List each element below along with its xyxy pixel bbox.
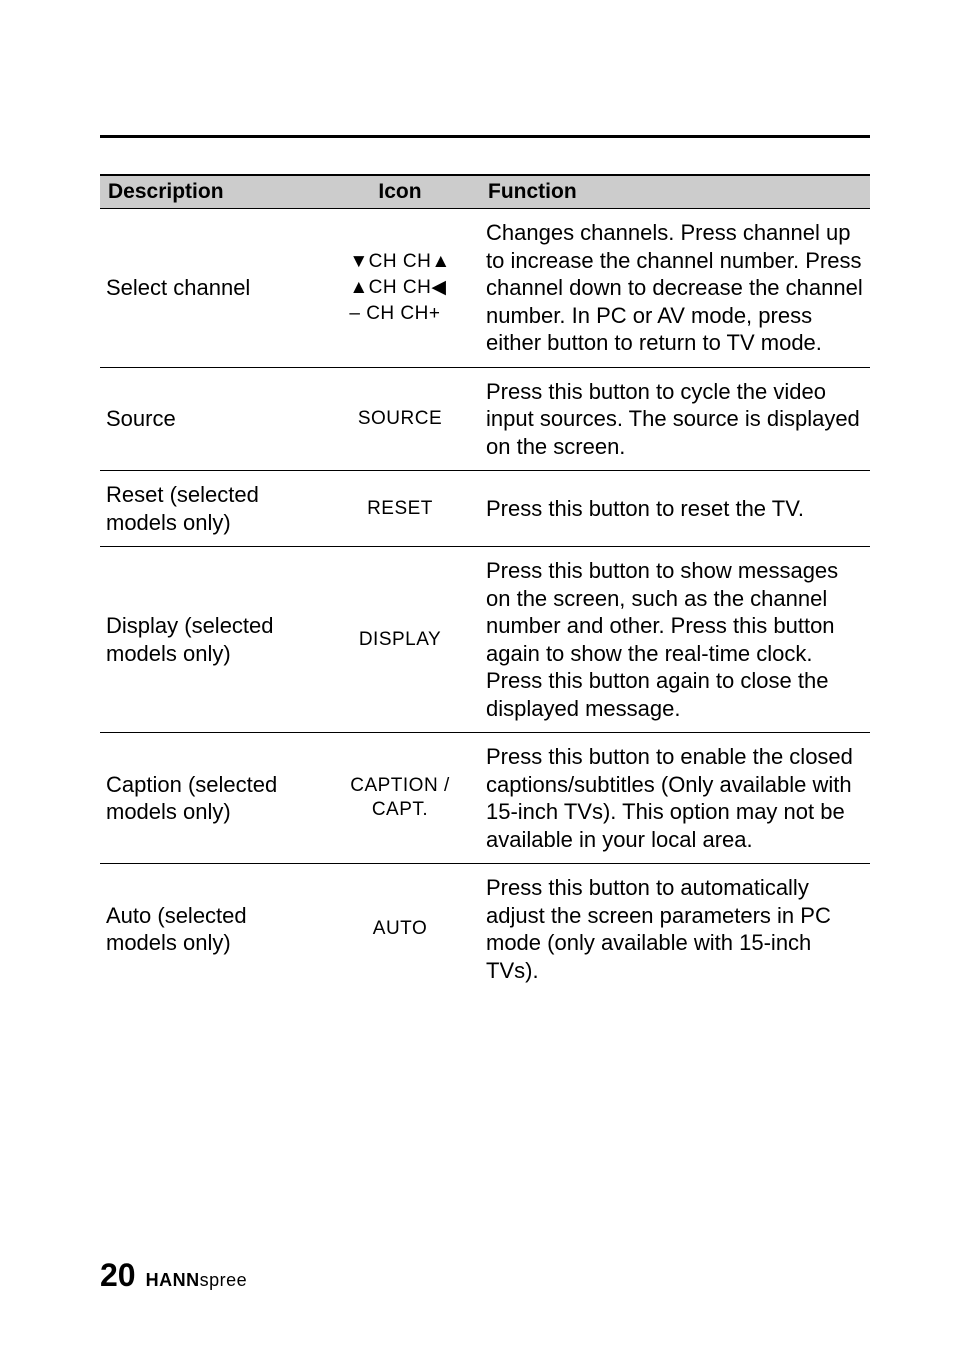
- cell-icon: RESET: [320, 471, 480, 547]
- cell-description: Select channel: [100, 209, 320, 368]
- channel-icon-line: – CH CH+: [349, 301, 450, 327]
- cell-function: Press this button to reset the TV.: [480, 471, 870, 547]
- cell-icon: AUTO: [320, 864, 480, 995]
- page: Description Icon Function Select channel…: [0, 0, 954, 1352]
- cell-function: Press this button to enable the closed c…: [480, 733, 870, 864]
- table-row: Reset (selected models only) RESET Press…: [100, 471, 870, 547]
- cell-icon: DISPLAY: [320, 547, 480, 733]
- cell-icon: CAPTION / CAPT.: [320, 733, 480, 864]
- cell-function: Press this button to show messages on th…: [480, 547, 870, 733]
- controls-table: Description Icon Function Select channel…: [100, 174, 870, 994]
- cell-description: Source: [100, 367, 320, 471]
- cell-description: Caption (selected models only): [100, 733, 320, 864]
- page-number: 20: [100, 1257, 136, 1294]
- table-row: Source SOURCE Press this button to cycle…: [100, 367, 870, 471]
- brand-bold: HANN: [146, 1270, 200, 1290]
- cell-function: Changes channels. Press channel up to in…: [480, 209, 870, 368]
- table-header-row: Description Icon Function: [100, 175, 870, 209]
- channel-icon-line: ▼CH CH▲: [349, 249, 450, 275]
- footer: 20 HANNspree: [100, 1257, 247, 1294]
- table-row: Caption (selected models only) CAPTION /…: [100, 733, 870, 864]
- th-description: Description: [100, 175, 320, 209]
- th-icon: Icon: [320, 175, 480, 209]
- cell-icon: ▼CH CH▲ ▲CH CH◀ – CH CH+: [320, 209, 480, 368]
- cell-description: Auto (selected models only): [100, 864, 320, 995]
- channel-icon-line: ▲CH CH◀: [349, 275, 450, 301]
- table-row: Display (selected models only) DISPLAY P…: [100, 547, 870, 733]
- cell-description: Reset (selected models only): [100, 471, 320, 547]
- top-rule: [100, 135, 870, 138]
- brand-light: spree: [200, 1270, 248, 1290]
- cell-icon: SOURCE: [320, 367, 480, 471]
- table-row: Auto (selected models only) AUTO Press t…: [100, 864, 870, 995]
- table-row: Select channel ▼CH CH▲ ▲CH CH◀ – CH CH+ …: [100, 209, 870, 368]
- th-function: Function: [480, 175, 870, 209]
- brand-logo: HANNspree: [146, 1270, 248, 1291]
- cell-function: Press this button to automatically adjus…: [480, 864, 870, 995]
- cell-description: Display (selected models only): [100, 547, 320, 733]
- cell-function: Press this button to cycle the video inp…: [480, 367, 870, 471]
- channel-icon-group: ▼CH CH▲ ▲CH CH◀ – CH CH+: [349, 249, 450, 326]
